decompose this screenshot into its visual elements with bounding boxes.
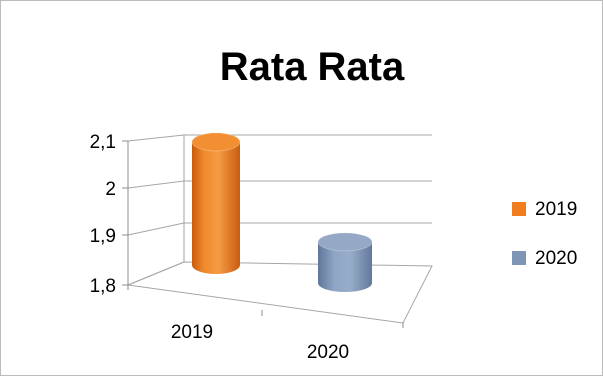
y-tick-label: 2 xyxy=(105,179,116,200)
bar xyxy=(191,132,241,274)
gridlines xyxy=(127,134,432,286)
legend-swatch xyxy=(512,251,526,265)
x-tick-label: 2020 xyxy=(307,342,349,363)
x-tick-labels: 2019 2020 xyxy=(171,322,349,363)
y-tick-labels: 1,8 1,9 2 2,1 xyxy=(90,132,116,297)
legend-swatch xyxy=(512,202,526,216)
bar-top xyxy=(317,232,373,252)
floor xyxy=(126,261,433,324)
legend-label: 2020 xyxy=(535,248,577,269)
chart-title: Rata Rata xyxy=(220,45,405,89)
side-gridline xyxy=(127,134,185,142)
bar-top xyxy=(191,132,241,152)
side-gridline xyxy=(127,180,185,189)
bar-body xyxy=(318,241,372,292)
y-tick-label: 1,8 xyxy=(90,276,116,297)
y-tick-label: 2,1 xyxy=(90,132,116,153)
bar-body xyxy=(192,141,240,274)
legend: 2019 2020 xyxy=(512,199,577,269)
bar xyxy=(317,232,373,292)
legend-label: 2019 xyxy=(535,199,577,220)
x-tick-label: 2019 xyxy=(171,322,213,343)
bars xyxy=(191,132,373,292)
side-gridline xyxy=(127,222,185,236)
axes xyxy=(122,140,433,328)
y-tick-label: 1,9 xyxy=(90,226,116,247)
